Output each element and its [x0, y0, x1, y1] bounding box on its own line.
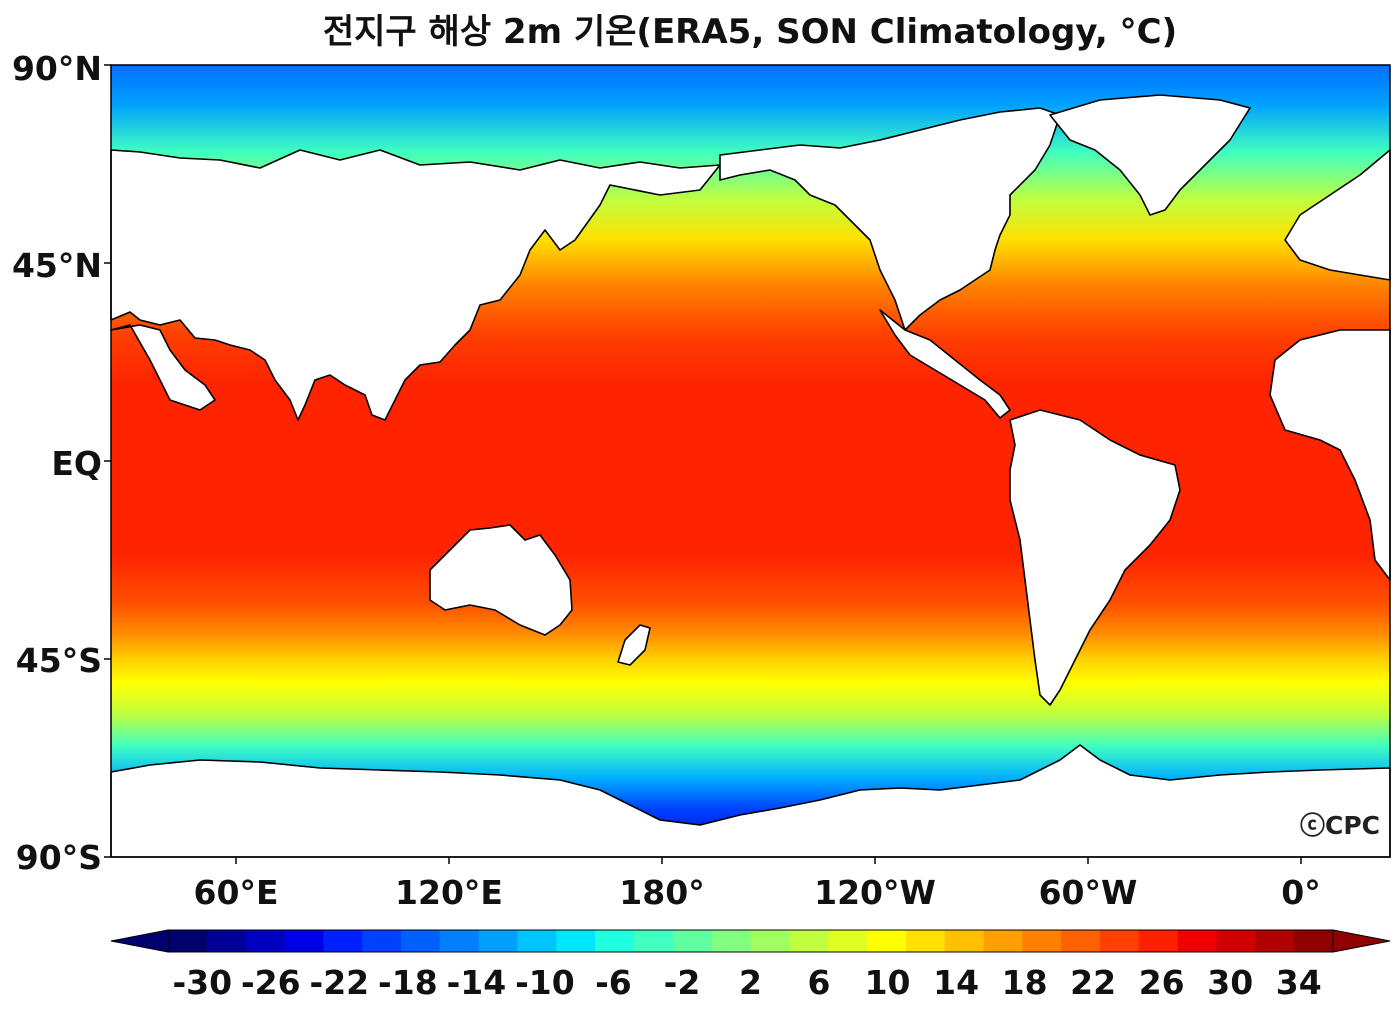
- colorbar-bin: [556, 930, 596, 952]
- new-zealand: [617, 624, 651, 666]
- colorbar-bin: [711, 930, 751, 952]
- colorbar-extend-high: [1332, 929, 1391, 953]
- south-america: [1009, 409, 1181, 706]
- y-tick-label-eq: EQ: [51, 444, 102, 483]
- x-tick-label-60e: 60°E: [193, 873, 279, 912]
- colorbar-bin: [944, 930, 984, 952]
- europe-africa-east: [1284, 149, 1391, 281]
- eurasia-africa-landmass: [110, 149, 721, 421]
- colorbar-tick-label: -14: [446, 963, 507, 1002]
- colorbar-bin: [168, 930, 208, 952]
- axis-ticks: [104, 64, 1302, 864]
- y-tick-label-45n: 45°N: [11, 246, 102, 285]
- colorbar-tick-label: -22: [309, 963, 370, 1002]
- colorbar-bin: [1100, 930, 1140, 952]
- colorbar-bin: [1177, 930, 1217, 952]
- colorbar-extend-low: [110, 929, 169, 953]
- colorbar-tick-label: 18: [1001, 963, 1048, 1002]
- x-tick-label-120e: 120°E: [395, 873, 503, 912]
- colorbar: [110, 929, 1391, 953]
- arabia-africa-horn: [110, 324, 216, 411]
- colorbar-bin: [750, 930, 790, 952]
- colorbar-bin: [867, 930, 907, 952]
- x-tick-label-0: 0°: [1281, 873, 1321, 912]
- colorbar-bin: [245, 930, 285, 952]
- colorbar-bin: [284, 930, 324, 952]
- colorbar-bin: [206, 930, 247, 952]
- y-tick-label-90s: 90°S: [15, 838, 102, 877]
- colorbar-bin: [905, 930, 946, 952]
- colorbar-tick-label: -2: [663, 963, 701, 1002]
- y-tick-label-90n: 90°N: [11, 49, 102, 88]
- colorbar-bin: [517, 930, 557, 952]
- map-title: 전지구 해상 2m 기온(ERA5, SON Climatology, °C): [322, 12, 1178, 52]
- colorbar-bin: [1022, 930, 1062, 952]
- y-tick-label-45s: 45°S: [15, 641, 102, 680]
- colorbar-frame: [167, 929, 1334, 953]
- x-tick-label-60w: 60°W: [1038, 873, 1138, 912]
- colorbar-bin: [439, 930, 480, 952]
- x-tick-label-120w: 120°W: [814, 873, 936, 912]
- colorbar-bin: [478, 930, 518, 952]
- central-america: [879, 309, 1011, 419]
- colorbar-tick-label: 14: [933, 963, 980, 1002]
- australia: [429, 524, 573, 636]
- colorbar-bin: [323, 930, 363, 952]
- colorbar-tick-label: -30: [172, 963, 233, 1002]
- colorbar-tick-label: -26: [240, 963, 301, 1002]
- cpc-credit: ⓒCPC: [1300, 811, 1381, 840]
- colorbar-tick-label: -18: [378, 963, 438, 1002]
- colorbar-tick-label: 22: [1070, 963, 1117, 1002]
- colorbar-bin: [1255, 930, 1295, 952]
- greenland: [1049, 94, 1251, 216]
- colorbar-bin: [672, 930, 713, 952]
- north-america: [719, 107, 1061, 331]
- colorbar-bin: [362, 930, 402, 952]
- colorbar-tick-label: 26: [1138, 963, 1185, 1002]
- colorbar-tick-label: 10: [864, 963, 911, 1002]
- antarctica: [110, 744, 1391, 858]
- colorbar-bin: [1216, 930, 1256, 952]
- colorbar-tick-label: 30: [1207, 963, 1254, 1002]
- land-masses: [110, 94, 1391, 858]
- colorbar-tick-label: 6: [807, 963, 831, 1002]
- colorbar-bin: [789, 930, 829, 952]
- colorbar-tick-label: -10: [515, 963, 575, 1002]
- colorbar-bin: [983, 930, 1023, 952]
- colorbar-bin: [634, 930, 674, 952]
- colorbar-bin: [1294, 930, 1334, 952]
- colorbar-tick-label: -6: [595, 963, 632, 1002]
- colorbar-bin: [595, 930, 635, 952]
- colorbar-bin: [401, 930, 441, 952]
- colorbar-bin: [828, 930, 868, 952]
- west-africa: [1269, 329, 1391, 581]
- colorbar-bin: [1138, 930, 1179, 952]
- colorbar-bin: [1061, 930, 1101, 952]
- colorbar-tick-label: 34: [1275, 963, 1322, 1002]
- colorbar-tick-label: 2: [739, 963, 762, 1002]
- x-tick-label-180: 180°: [619, 873, 705, 912]
